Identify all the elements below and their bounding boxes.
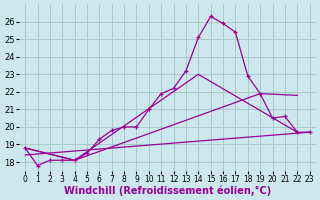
X-axis label: Windchill (Refroidissement éolien,°C): Windchill (Refroidissement éolien,°C) — [64, 185, 271, 196]
